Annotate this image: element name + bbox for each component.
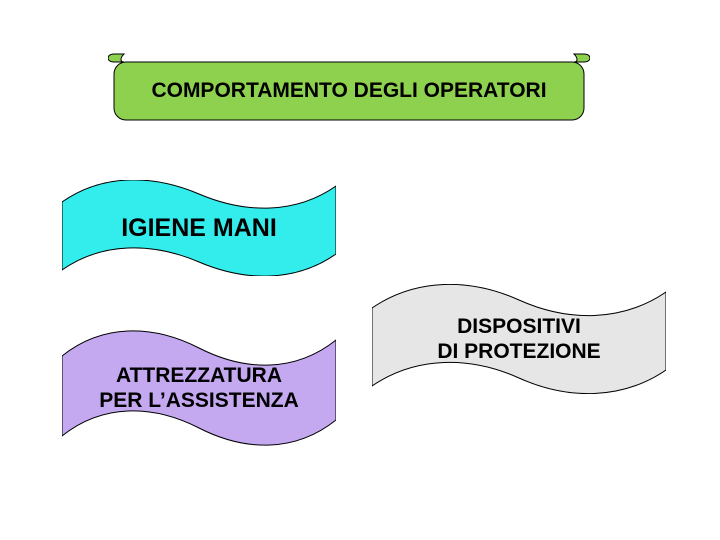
wave-attrezzatura-label: ATTREZZATURA PER L’ASSISTENZA (62, 330, 336, 446)
wave-dispositivi-label: DISPOSITIVI DI PROTEZIONE (372, 284, 666, 394)
wave-igiene-label: IGIENE MANI (62, 180, 336, 276)
scroll-banner-label: COMPORTAMENTO DEGLI OPERATORI (108, 52, 590, 130)
